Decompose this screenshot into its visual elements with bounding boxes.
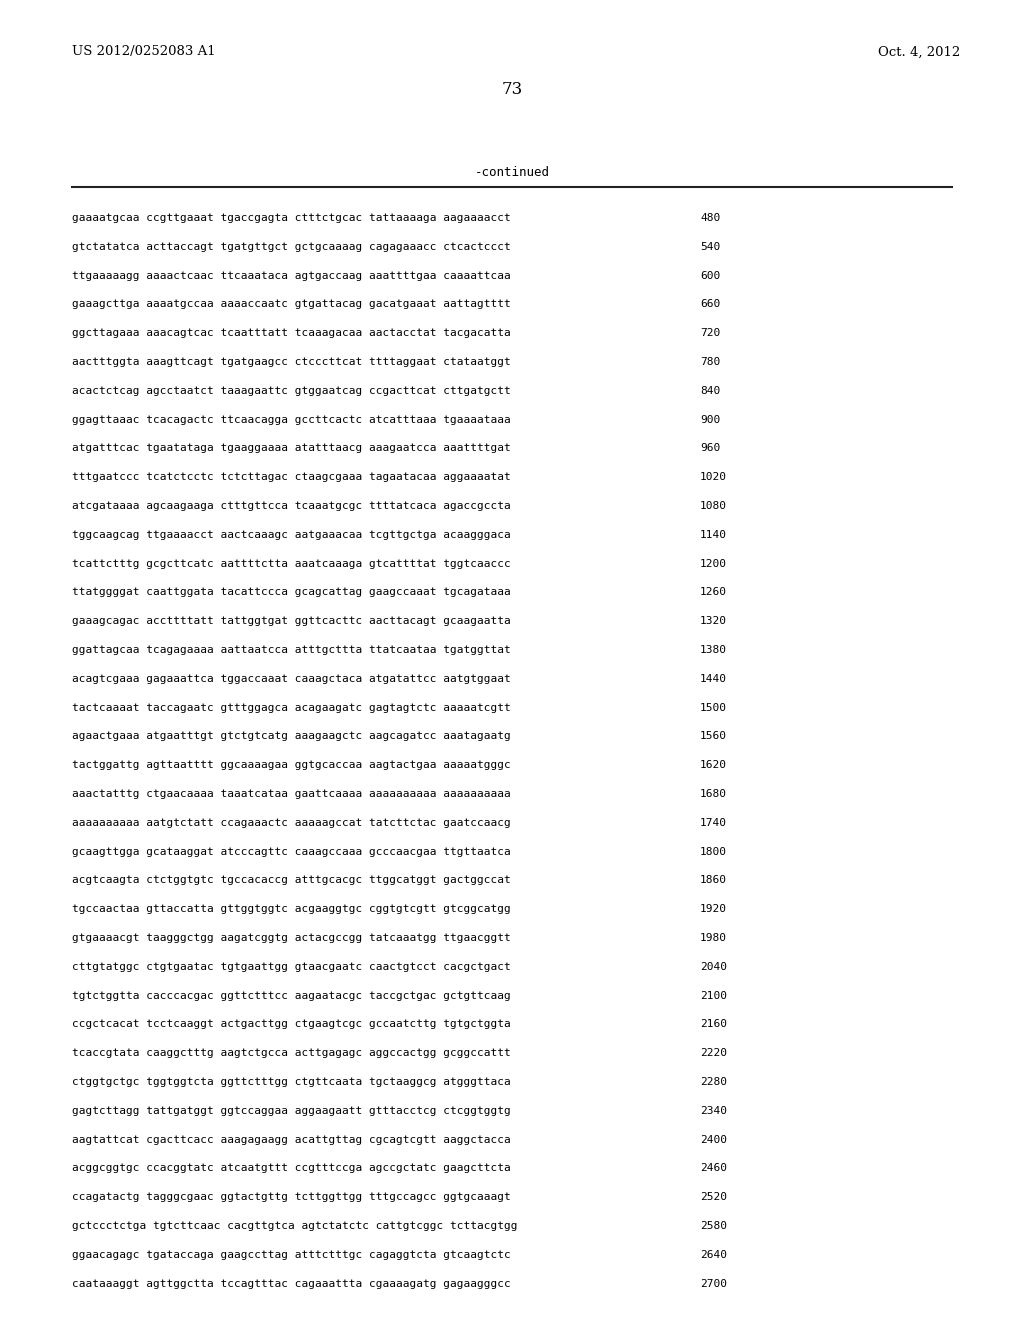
Text: atcgataaaa agcaagaaga ctttgttcca tcaaatgcgc ttttatcaca agaccgccta: atcgataaaa agcaagaaga ctttgttcca tcaaatg…	[72, 502, 511, 511]
Text: gctccctctga tgtcttcaac cacgttgtca agtctatctc cattgtcggc tcttacgtgg: gctccctctga tgtcttcaac cacgttgtca agtcta…	[72, 1221, 517, 1232]
Text: 720: 720	[700, 329, 720, 338]
Text: agaactgaaa atgaatttgt gtctgtcatg aaagaagctc aagcagatcc aaatagaatg: agaactgaaa atgaatttgt gtctgtcatg aaagaag…	[72, 731, 511, 742]
Text: 2100: 2100	[700, 990, 727, 1001]
Text: ggcttagaaa aaacagtcac tcaatttatt tcaaagacaa aactacctat tacgacatta: ggcttagaaa aaacagtcac tcaatttatt tcaaaga…	[72, 329, 511, 338]
Text: gaaaatgcaa ccgttgaaat tgaccgagta ctttctgcac tattaaaaga aagaaaacct: gaaaatgcaa ccgttgaaat tgaccgagta ctttctg…	[72, 213, 511, 223]
Text: 1380: 1380	[700, 645, 727, 655]
Text: acactctcag agcctaatct taaagaattc gtggaatcag ccgacttcat cttgatgctt: acactctcag agcctaatct taaagaattc gtggaat…	[72, 385, 511, 396]
Text: ccgctcacat tcctcaaggt actgacttgg ctgaagtcgc gccaatcttg tgtgctggta: ccgctcacat tcctcaaggt actgacttgg ctgaagt…	[72, 1019, 511, 1030]
Text: tgccaactaa gttaccatta gttggtggtc acgaaggtgc cggtgtcgtt gtcggcatgg: tgccaactaa gttaccatta gttggtggtc acgaagg…	[72, 904, 511, 915]
Text: 660: 660	[700, 300, 720, 309]
Text: 600: 600	[700, 271, 720, 281]
Text: -continued: -continued	[474, 165, 550, 178]
Text: 2400: 2400	[700, 1135, 727, 1144]
Text: ttgaaaaagg aaaactcaac ttcaaataca agtgaccaag aaattttgaa caaaattcaa: ttgaaaaagg aaaactcaac ttcaaataca agtgacc…	[72, 271, 511, 281]
Text: 1620: 1620	[700, 760, 727, 770]
Text: 780: 780	[700, 356, 720, 367]
Text: tactggattg agttaatttt ggcaaaagaa ggtgcaccaa aagtactgaa aaaaatgggc: tactggattg agttaatttt ggcaaaagaa ggtgcac…	[72, 760, 511, 770]
Text: 1080: 1080	[700, 502, 727, 511]
Text: ggagttaaac tcacagactc ttcaacagga gccttcactc atcatttaaa tgaaaataaa: ggagttaaac tcacagactc ttcaacagga gccttca…	[72, 414, 511, 425]
Text: ccagatactg tagggcgaac ggtactgttg tcttggttgg tttgccagcc ggtgcaaagt: ccagatactg tagggcgaac ggtactgttg tcttggt…	[72, 1192, 511, 1203]
Text: ctggtgctgc tggtggtcta ggttctttgg ctgttcaata tgctaaggcg atgggttaca: ctggtgctgc tggtggtcta ggttctttgg ctgttca…	[72, 1077, 511, 1086]
Text: ttatggggat caattggata tacattccca gcagcattag gaagccaaat tgcagataaa: ttatggggat caattggata tacattccca gcagcat…	[72, 587, 511, 598]
Text: tggcaagcag ttgaaaacct aactcaaagc aatgaaacaa tcgttgctga acaagggaca: tggcaagcag ttgaaaacct aactcaaagc aatgaaa…	[72, 529, 511, 540]
Text: 2340: 2340	[700, 1106, 727, 1115]
Text: cttgtatggc ctgtgaatac tgtgaattgg gtaacgaatc caactgtcct cacgctgact: cttgtatggc ctgtgaatac tgtgaattgg gtaacga…	[72, 962, 511, 972]
Text: 2520: 2520	[700, 1192, 727, 1203]
Text: gaaagcttga aaaatgccaa aaaaccaatc gtgattacag gacatgaaat aattagtttt: gaaagcttga aaaatgccaa aaaaccaatc gtgatta…	[72, 300, 511, 309]
Text: ggattagcaa tcagagaaaa aattaatcca atttgcttta ttatcaataa tgatggttat: ggattagcaa tcagagaaaa aattaatcca atttgct…	[72, 645, 511, 655]
Text: tgtctggtta cacccacgac ggttctttcc aagaatacgc taccgctgac gctgttcaag: tgtctggtta cacccacgac ggttctttcc aagaata…	[72, 990, 511, 1001]
Text: 2460: 2460	[700, 1163, 727, 1173]
Text: 2220: 2220	[700, 1048, 727, 1059]
Text: tcaccgtata caaggctttg aagtctgcca acttgagagc aggccactgg gcggccattt: tcaccgtata caaggctttg aagtctgcca acttgag…	[72, 1048, 511, 1059]
Text: aaaaaaaaaa aatgtctatt ccagaaactc aaaaagccat tatcttctac gaatccaacg: aaaaaaaaaa aatgtctatt ccagaaactc aaaaagc…	[72, 818, 511, 828]
Text: gtctatatca acttaccagt tgatgttgct gctgcaaaag cagagaaacc ctcactccct: gtctatatca acttaccagt tgatgttgct gctgcaa…	[72, 242, 511, 252]
Text: US 2012/0252083 A1: US 2012/0252083 A1	[72, 45, 216, 58]
Text: 2280: 2280	[700, 1077, 727, 1086]
Text: gtgaaaacgt taagggctgg aagatcggtg actacgccgg tatcaaatgg ttgaacggtt: gtgaaaacgt taagggctgg aagatcggtg actacgc…	[72, 933, 511, 942]
Text: 1740: 1740	[700, 818, 727, 828]
Text: 960: 960	[700, 444, 720, 453]
Text: 1680: 1680	[700, 789, 727, 799]
Text: 2640: 2640	[700, 1250, 727, 1259]
Text: 1140: 1140	[700, 529, 727, 540]
Text: aactttggta aaagttcagt tgatgaagcc ctcccttcat ttttaggaat ctataatggt: aactttggta aaagttcagt tgatgaagcc ctccctt…	[72, 356, 511, 367]
Text: acggcggtgc ccacggtatc atcaatgttt ccgtttccga agccgctatc gaagcttcta: acggcggtgc ccacggtatc atcaatgttt ccgtttc…	[72, 1163, 511, 1173]
Text: caataaaggt agttggctta tccagtttac cagaaattta cgaaaagatg gagaagggcc: caataaaggt agttggctta tccagtttac cagaaat…	[72, 1279, 511, 1288]
Text: 2040: 2040	[700, 962, 727, 972]
Text: tcattctttg gcgcttcatc aattttctta aaatcaaaga gtcattttat tggtcaaccc: tcattctttg gcgcttcatc aattttctta aaatcaa…	[72, 558, 511, 569]
Text: atgatttcac tgaatataga tgaaggaaaa atatttaacg aaagaatcca aaattttgat: atgatttcac tgaatataga tgaaggaaaa atattta…	[72, 444, 511, 453]
Text: gaaagcagac accttttatt tattggtgat ggttcacttc aacttacagt gcaagaatta: gaaagcagac accttttatt tattggtgat ggttcac…	[72, 616, 511, 626]
Text: 1980: 1980	[700, 933, 727, 942]
Text: 73: 73	[502, 82, 522, 99]
Text: 1500: 1500	[700, 702, 727, 713]
Text: 1860: 1860	[700, 875, 727, 886]
Text: Oct. 4, 2012: Oct. 4, 2012	[878, 45, 961, 58]
Text: aagtattcat cgacttcacc aaagagaagg acattgttag cgcagtcgtt aaggctacca: aagtattcat cgacttcacc aaagagaagg acattgt…	[72, 1135, 511, 1144]
Text: acagtcgaaa gagaaattca tggaccaaat caaagctaca atgatattcc aatgtggaat: acagtcgaaa gagaaattca tggaccaaat caaagct…	[72, 673, 511, 684]
Text: aaactatttg ctgaacaaaa taaatcataa gaattcaaaa aaaaaaaaaa aaaaaaaaaa: aaactatttg ctgaacaaaa taaatcataa gaattca…	[72, 789, 511, 799]
Text: 1020: 1020	[700, 473, 727, 482]
Text: 480: 480	[700, 213, 720, 223]
Text: 540: 540	[700, 242, 720, 252]
Text: 2580: 2580	[700, 1221, 727, 1232]
Text: 1320: 1320	[700, 616, 727, 626]
Text: 2700: 2700	[700, 1279, 727, 1288]
Text: 1560: 1560	[700, 731, 727, 742]
Text: 840: 840	[700, 385, 720, 396]
Text: 1800: 1800	[700, 846, 727, 857]
Text: ggaacagagc tgataccaga gaagccttag atttctttgc cagaggtcta gtcaagtctc: ggaacagagc tgataccaga gaagccttag atttctt…	[72, 1250, 511, 1259]
Text: gagtcttagg tattgatggt ggtccaggaa aggaagaatt gtttacctcg ctcggtggtg: gagtcttagg tattgatggt ggtccaggaa aggaaga…	[72, 1106, 511, 1115]
Text: 2160: 2160	[700, 1019, 727, 1030]
Text: 1440: 1440	[700, 673, 727, 684]
Text: 1920: 1920	[700, 904, 727, 915]
Text: tttgaatccc tcatctcctc tctcttagac ctaagcgaaa tagaatacaa aggaaaatat: tttgaatccc tcatctcctc tctcttagac ctaagcg…	[72, 473, 511, 482]
Text: 900: 900	[700, 414, 720, 425]
Text: tactcaaaat taccagaatc gtttggagca acagaagatc gagtagtctc aaaaatcgtt: tactcaaaat taccagaatc gtttggagca acagaag…	[72, 702, 511, 713]
Text: gcaagttgga gcataaggat atcccagttc caaagccaaa gcccaacgaa ttgttaatca: gcaagttgga gcataaggat atcccagttc caaagcc…	[72, 846, 511, 857]
Text: 1200: 1200	[700, 558, 727, 569]
Text: 1260: 1260	[700, 587, 727, 598]
Text: acgtcaagta ctctggtgtc tgccacaccg atttgcacgc ttggcatggt gactggccat: acgtcaagta ctctggtgtc tgccacaccg atttgca…	[72, 875, 511, 886]
